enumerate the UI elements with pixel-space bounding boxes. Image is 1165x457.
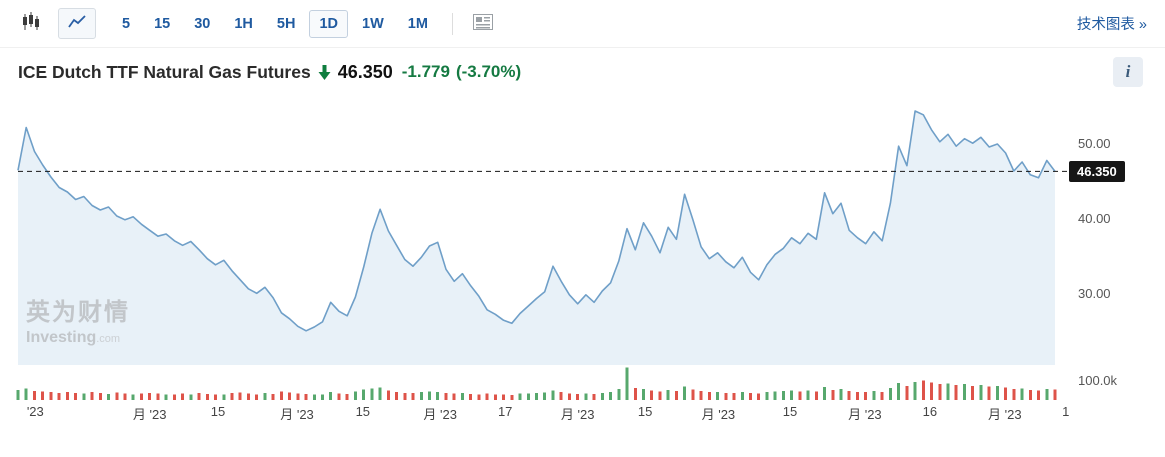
x-axis-label: 月 '23 [280,407,314,422]
instrument-header: ICE Dutch TTF Natural Gas Futures 46.350… [0,48,1165,96]
chart-toolbar: 5 15 30 1H 5H 1D 1W 1M 技术图表 » [0,0,1165,48]
news-panel-icon [472,14,493,33]
x-axis-label: 15 [782,404,798,419]
x-axis-label: 1 [1062,404,1070,419]
last-price-tag: 46.350 [1069,161,1125,183]
x-axis-label: 月 '23 [560,407,595,422]
interval-15[interactable]: 15 [144,10,180,38]
x-axis-label: 15 [210,404,226,419]
interval-1m[interactable]: 1M [398,10,438,38]
x-axis-label: 月 '23 [132,407,167,422]
price-down-arrow-icon [318,64,331,80]
x-axis-label: 15 [637,404,653,419]
line-chart-type-button[interactable] [58,8,96,39]
candlestick-chart-type-button[interactable] [16,8,46,39]
x-axis-label: '23 [26,404,44,419]
interval-30[interactable]: 30 [184,10,220,38]
interval-5[interactable]: 5 [112,10,140,38]
info-button[interactable]: i [1113,57,1143,87]
x-axis-label: 月 '23 [701,407,736,422]
price-change-percent: (-3.70%) [455,62,522,81]
y-axis-label: 50.00 [1078,136,1111,151]
y-axis-label: 40.00 [1078,211,1111,226]
interval-1h[interactable]: 1H [224,10,263,38]
toolbar-separator [451,12,453,35]
line-chart-icon [68,15,86,32]
x-axis-label: 17 [497,404,513,419]
x-axis-label: 月 '23 [423,407,457,422]
x-axis-label: 16 [922,404,938,419]
volume-axis-label: 100.0k [1078,373,1118,388]
interval-5h[interactable]: 5H [267,10,306,38]
interval-group: 5 15 30 1H 5H 1D 1W 1M [112,9,438,38]
interval-1w[interactable]: 1W [352,10,394,38]
chart-canvas [16,110,1069,401]
x-axis-label: 月 '23 [848,407,882,422]
technical-chart-link[interactable]: 技术图表 » [1076,17,1147,33]
x-axis-label: 月 '23 [988,407,1022,422]
news-panel-button[interactable] [467,10,499,37]
price-change: -1.779 [401,62,450,81]
last-price: 46.350 [337,61,393,82]
y-axis-label: 30.00 [1078,286,1111,301]
candlestick-chart-icon [22,12,40,35]
interval-1d[interactable]: 1D [309,9,348,38]
x-axis-label: 15 [355,404,371,419]
instrument-title: ICE Dutch TTF Natural Gas Futures [18,61,311,82]
chart-plot-area[interactable]: 英为财情 Investing.com 50.00 40.00 30.00 100.0k… [0,96,1165,457]
